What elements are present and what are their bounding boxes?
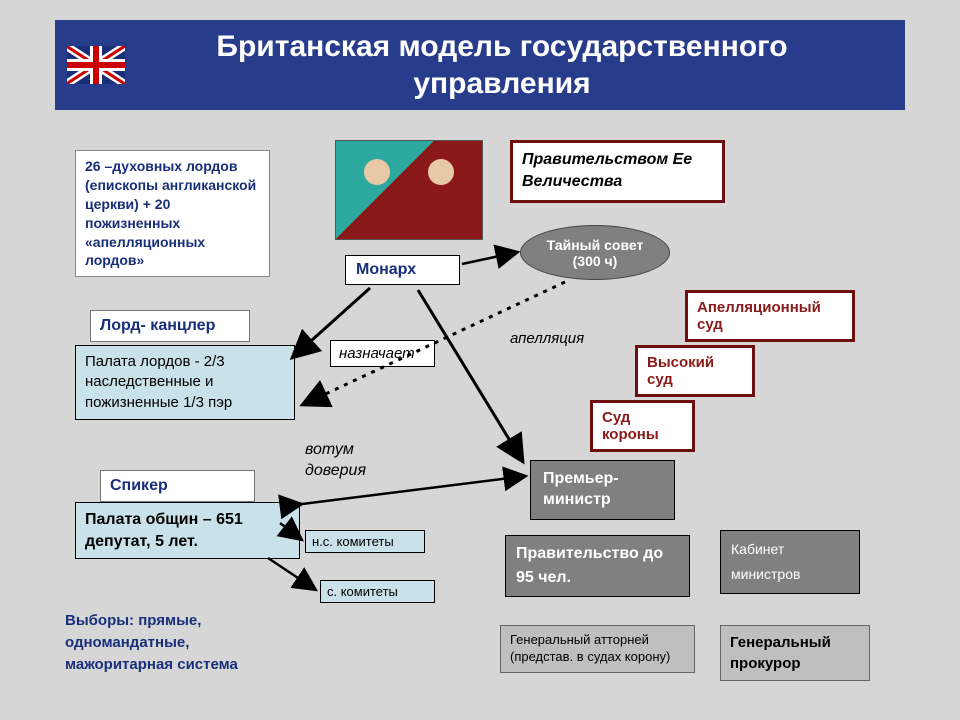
text: Спикер bbox=[110, 477, 168, 494]
uk-flag-icon bbox=[67, 46, 125, 84]
crown-court-box: Суд короны bbox=[590, 400, 695, 452]
elections-note: Выборы: прямые, одномандатные, мажоритар… bbox=[65, 610, 300, 675]
speaker-box: Спикер bbox=[100, 470, 255, 502]
appeal-label: апелляция bbox=[510, 330, 584, 347]
attorney-general-box: Генеральный атторней (представ. в судах … bbox=[500, 625, 695, 673]
text: Правительством Ее Величества bbox=[522, 151, 692, 190]
slide-title: Британская модель государственного управ… bbox=[139, 28, 905, 103]
text: 26 –духовных лордов (епископы англиканск… bbox=[85, 158, 256, 268]
appoints-label: назначает bbox=[330, 340, 435, 367]
royal-photo bbox=[335, 140, 483, 240]
text: Кабинет министров bbox=[731, 541, 800, 582]
text: Генеральный атторней (представ. в судах … bbox=[510, 632, 670, 664]
cabinet-box: Кабинет министров bbox=[720, 530, 860, 594]
house-of-commons-box: Палата общин – 651 депутат, 5 лет. bbox=[75, 502, 300, 559]
text: апелляция bbox=[510, 330, 584, 347]
text: Премьер-министр bbox=[543, 470, 619, 508]
high-court-box: Высокий суд bbox=[635, 345, 755, 397]
text: с. комитеты bbox=[327, 584, 398, 599]
prime-minister-box: Премьер-министр bbox=[530, 460, 675, 520]
text: н.с. комитеты bbox=[312, 534, 394, 549]
ns-committees-box: н.с. комитеты bbox=[305, 530, 425, 553]
text: Генеральный прокурор bbox=[730, 634, 831, 672]
s-committees-box: с. комитеты bbox=[320, 580, 435, 603]
government-box: Правительство до 95 чел. bbox=[505, 535, 690, 597]
lord-chancellor-box: Лорд- канцлер bbox=[90, 310, 250, 342]
text: Палата общин – 651 депутат, 5 лет. bbox=[85, 511, 243, 550]
text: Суд короны bbox=[602, 409, 659, 443]
text: Тайный совет (300 ч) bbox=[531, 237, 659, 269]
her-majesty-government-box: Правительством Ее Величества bbox=[510, 140, 725, 203]
text: Правительство до 95 чел. bbox=[516, 545, 663, 586]
text: Монарх bbox=[356, 261, 416, 278]
text: Высокий суд bbox=[647, 354, 714, 388]
monarch-box: Монарх bbox=[345, 255, 460, 285]
privy-council-ellipse: Тайный совет (300 ч) bbox=[520, 225, 670, 280]
text: Палата лордов - 2/3 наследственные и пож… bbox=[85, 353, 232, 411]
vote-confidence-label: вотум доверия bbox=[305, 440, 395, 482]
text: назначает bbox=[339, 345, 415, 362]
house-of-lords-box: Палата лордов - 2/3 наследственные и пож… bbox=[75, 345, 295, 420]
text: Лорд- канцлер bbox=[100, 317, 215, 334]
spiritual-lords-note: 26 –духовных лордов (епископы англиканск… bbox=[75, 150, 270, 277]
text: Выборы: прямые, одномандатные, мажоритар… bbox=[65, 612, 238, 673]
text: Апелляционный суд bbox=[697, 299, 821, 333]
slide-header: Британская модель государственного управ… bbox=[55, 20, 905, 110]
prosecutor-general-box: Генеральный прокурор bbox=[720, 625, 870, 681]
appeal-court-box: Апелляционный суд bbox=[685, 290, 855, 342]
text: вотум доверия bbox=[305, 441, 366, 479]
